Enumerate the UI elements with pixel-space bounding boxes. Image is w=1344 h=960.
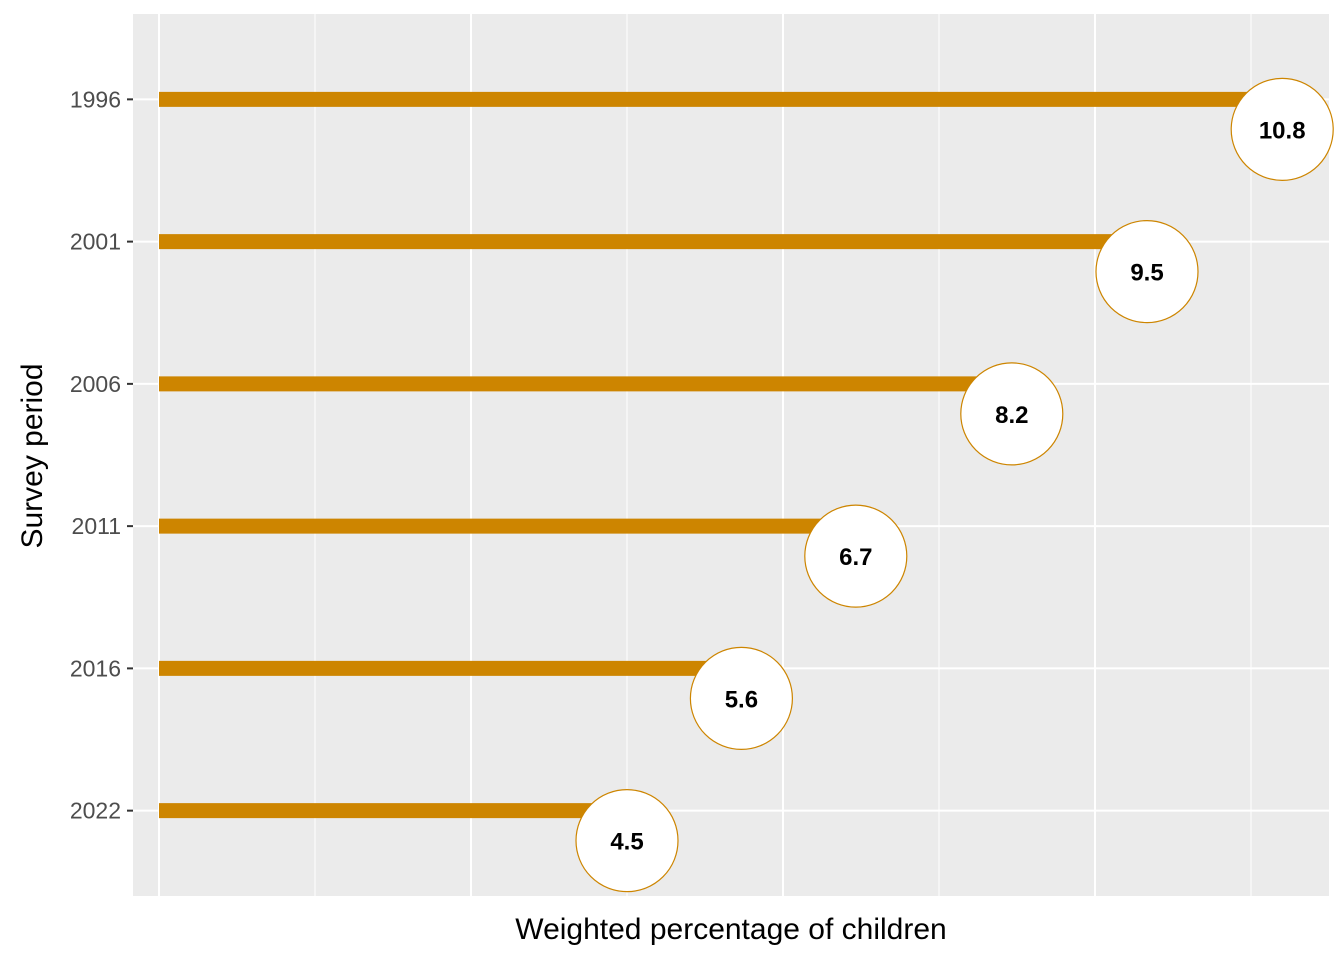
y-tick-label: 2011: [72, 513, 121, 539]
value-marker: [960, 362, 1064, 466]
data-label: 5.6: [725, 686, 758, 713]
data-marks: 10.8 9.5 8.2 6.7 5.6 4.5: [159, 77, 1334, 893]
value-marker: [1230, 77, 1334, 181]
y-tick-label: 2016: [70, 655, 121, 681]
y-axis-title: Survey period: [16, 363, 49, 548]
x-axis-title: Weighted percentage of children: [515, 913, 946, 946]
y-tick-label: 2006: [70, 371, 121, 397]
data-label: 8.2: [995, 402, 1028, 429]
y-axis: 1996 2001 2006 2011 2016 2022: [70, 86, 133, 824]
value-marker: [804, 504, 908, 608]
value-marker: [575, 789, 679, 893]
data-label: 6.7: [839, 544, 872, 571]
y-tick-label: 2001: [70, 229, 121, 255]
data-label: 10.8: [1259, 117, 1306, 144]
plot-panel: [133, 14, 1329, 896]
y-tick-label: 1996: [70, 86, 121, 112]
value-marker: [689, 646, 794, 750]
value-marker: [1095, 220, 1199, 324]
data-label: 9.5: [1130, 260, 1163, 287]
y-tick-label: 2022: [70, 798, 121, 824]
data-label: 4.5: [610, 829, 643, 856]
